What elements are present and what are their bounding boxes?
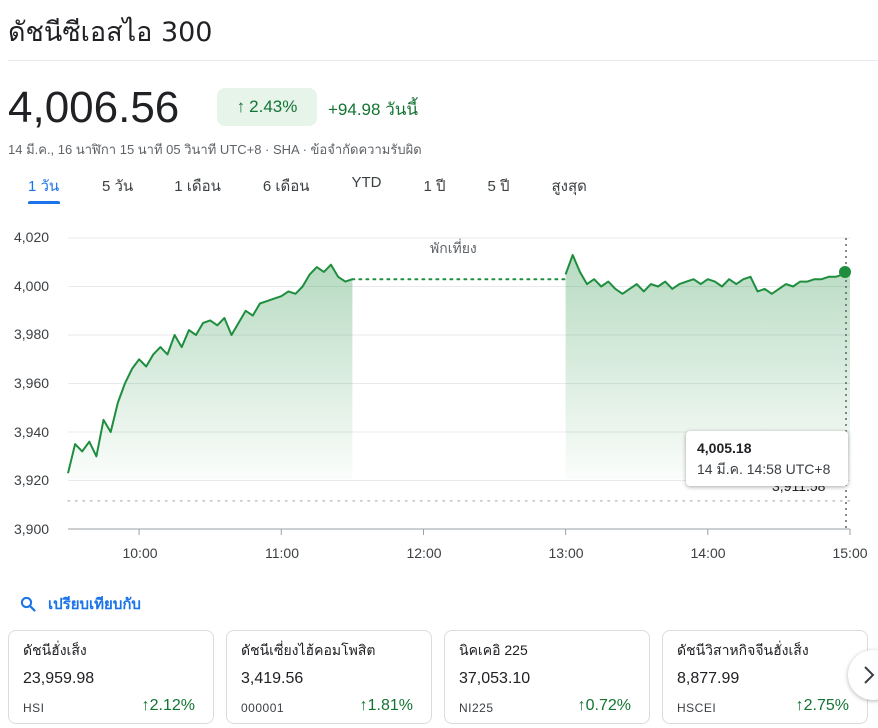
x-tick-label: 14:00 [690, 545, 726, 561]
search-icon [20, 596, 36, 612]
tooltip-value: 4,005.18 [697, 440, 752, 456]
card-price: 23,959.98 [23, 670, 95, 687]
tab-5-years[interactable]: 5 ปี [487, 178, 510, 195]
card-price: 8,877.99 [677, 670, 740, 687]
y-tick-label: 4,000 [14, 278, 50, 294]
card-change: ↑0.72% [577, 697, 631, 714]
compare-card-ni225[interactable]: นิคเคอิ 225 37,053.10 NI225 ↑0.72% [444, 630, 650, 724]
card-symbol: HSI [23, 701, 45, 715]
tab-max[interactable]: สูงสุด [551, 178, 587, 195]
arrow-up-icon: ↑ [359, 697, 368, 714]
card-name: ดัชนีฮั่งเส็ง [23, 642, 87, 658]
card-change: ↑2.12% [141, 697, 195, 714]
series-area-morning [68, 264, 353, 479]
current-price: 4,006.56 [8, 83, 180, 132]
tab-ytd[interactable]: YTD [351, 174, 382, 191]
x-tick-label: 13:00 [548, 545, 584, 561]
compare-card-000001[interactable]: ดัชนีเซี่ยงไฮ้คอมโพสิต 3,419.56 000001 ↑… [226, 630, 432, 724]
x-tick-label: 11:00 [265, 545, 299, 561]
divider [8, 60, 878, 61]
series-area-afternoon [565, 255, 850, 479]
y-tick-label: 3,900 [14, 521, 50, 537]
card-price: 3,419.56 [241, 670, 304, 687]
x-tick-label: 10:00 [122, 545, 158, 561]
y-tick-label: 3,920 [14, 472, 50, 488]
card-change: ↑2.75% [795, 697, 849, 714]
series-line-afternoon [564, 254, 851, 295]
x-tick-label: 12:00 [406, 545, 442, 561]
arrow-up-icon: ↑ [577, 697, 586, 714]
y-tick-label: 3,980 [14, 326, 50, 342]
card-name: นิคเคอิ 225 [459, 642, 528, 658]
range-tabs: 1 วัน 5 วัน 1 เดือน 6 เดือน YTD 1 ปี 5 ป… [28, 174, 587, 204]
compare-label: เปรียบเทียบกับ [48, 595, 141, 613]
tab-5-days[interactable]: 5 วัน [102, 178, 134, 195]
card-symbol: NI225 [459, 701, 494, 715]
y-tick-label: 4,020 [14, 229, 50, 245]
arrow-up-icon: ↑ [236, 97, 246, 116]
tab-1-month[interactable]: 1 เดือน [174, 178, 221, 195]
y-tick-label: 3,960 [14, 375, 50, 391]
compare-card-hsi[interactable]: ดัชนีฮั่งเส็ง 23,959.98 HSI ↑2.12% [8, 630, 214, 724]
change-absolute: +94.98 วันนี้ [328, 100, 418, 119]
y-tick-label: 3,940 [14, 424, 50, 440]
area-fills [68, 255, 850, 479]
tab-1-day[interactable]: 1 วัน [28, 174, 60, 204]
compare-card-hscei[interactable]: ดัชนีวิสาหกิจจีนฮั่งเส็ง 8,877.99 HSCEI … [662, 630, 868, 724]
card-name: ดัชนีวิสาหกิจจีนฮั่งเส็ง [677, 642, 809, 658]
series-lines [67, 254, 851, 474]
page-title: ดัชนีซีเอสไอ 300 [8, 17, 213, 48]
tab-6-months[interactable]: 6 เดือน [262, 178, 310, 195]
change-percent-badge: ↑ 2.43% [217, 88, 317, 126]
x-tick-label: 15:00 [832, 545, 868, 561]
compare-link[interactable]: เปรียบเทียบกับ [20, 592, 141, 616]
card-change: ↑1.81% [359, 697, 413, 714]
card-symbol: HSCEI [677, 701, 717, 715]
card-name: ดัชนีเซี่ยงไฮ้คอมโพสิต [241, 642, 376, 658]
quote-meta: 14 มี.ค., 16 นาฬิกา 15 นาที 05 วินาที UT… [8, 142, 422, 157]
series-line-morning [67, 263, 353, 474]
arrow-up-icon: ↑ [141, 697, 150, 714]
chevron-right-icon [864, 666, 875, 684]
tooltip-time: 14 มี.ค. 14:58 UTC+8 [697, 461, 831, 477]
arrow-up-icon: ↑ [795, 697, 804, 714]
lunch-break-label: พักเที่ยง [430, 241, 477, 257]
card-price: 37,053.10 [459, 670, 531, 687]
card-symbol: 000001 [241, 701, 285, 715]
current-point-dot [839, 265, 851, 278]
hover-tooltip: 4,005.18 14 มี.ค. 14:58 UTC+8 [686, 431, 848, 486]
tab-1-year[interactable]: 1 ปี [423, 178, 446, 195]
